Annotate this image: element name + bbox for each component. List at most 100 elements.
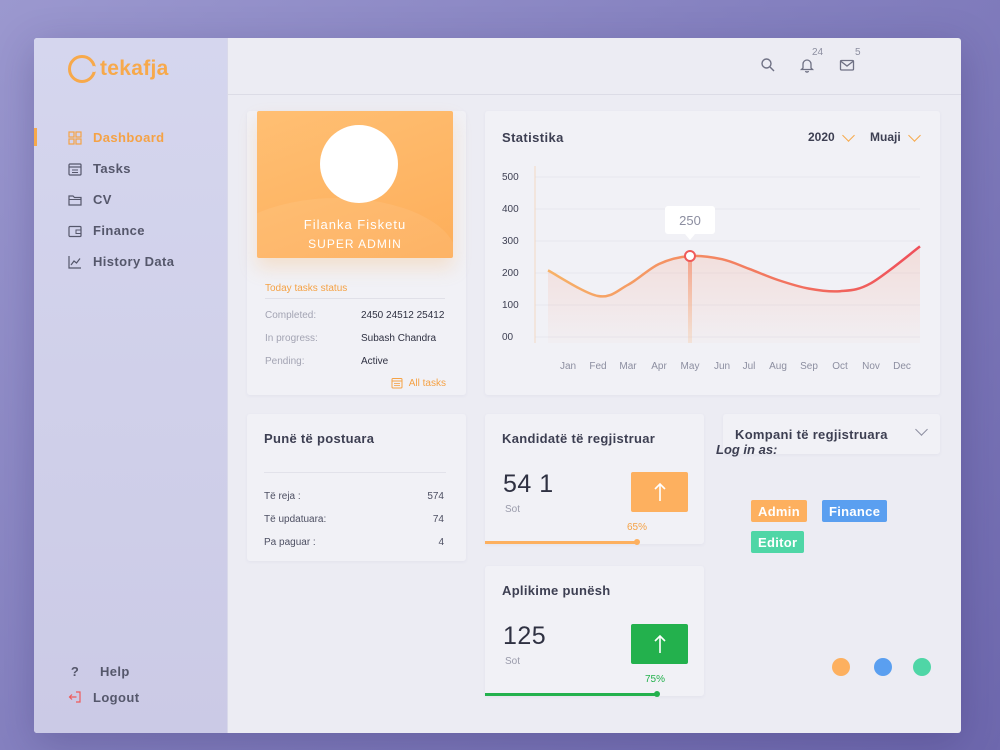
help-icon: ? — [70, 663, 80, 679]
year-select[interactable]: 2020 — [808, 128, 855, 144]
y-tick-label: 00 — [502, 332, 514, 343]
login-finance-button[interactable]: Finance — [822, 500, 888, 522]
chart-series-line — [547, 245, 921, 298]
x-tick-label: Jun — [714, 361, 730, 372]
help-button[interactable]: ? Help — [68, 658, 139, 684]
applications-progress-bar — [485, 693, 657, 696]
posted-row-label: Të updatuara: — [264, 514, 327, 525]
help-label: Help — [100, 663, 130, 679]
applications-percent: 75% — [645, 674, 666, 685]
posted-row-label: Të reja : — [264, 491, 301, 502]
logo-text: tekafja — [100, 57, 169, 80]
posted-jobs-title: Punë të postuara — [264, 431, 375, 446]
tasks-divider — [265, 298, 445, 299]
login-admin-button[interactable]: Admin — [751, 500, 807, 522]
logo[interactable]: tekafja — [68, 55, 169, 83]
x-tick-label: Sep — [800, 361, 818, 372]
login-admin-label: Admin — [758, 503, 800, 519]
posted-row-value: 74 — [432, 514, 444, 525]
tooltip-box — [665, 206, 715, 234]
app-window: tekafja Dashboard Tasks — [34, 38, 961, 733]
theme-dot-blue[interactable] — [874, 658, 892, 676]
period-select[interactable]: Muaji — [870, 128, 921, 144]
posted-row: Të updatuara: 74 — [264, 514, 444, 525]
applications-card: Aplikime punësh 125 Sot 75% — [485, 566, 704, 697]
task-row-value: Active — [361, 356, 389, 367]
candidates-percent: 65% — [627, 522, 648, 533]
sidebar: tekafja Dashboard Tasks — [34, 38, 228, 733]
messages-badge: 5 — [855, 47, 861, 58]
task-row-in-progress: In progress: Subash Chandra — [265, 333, 450, 344]
login-editor-button[interactable]: Editor — [751, 531, 805, 553]
candidates-progress-bar — [485, 541, 637, 544]
task-row-value: 2450 24512 25412 — [361, 310, 445, 321]
chevron-down-icon — [915, 423, 928, 436]
task-row-key: Completed: — [265, 310, 317, 321]
y-tick-label: 500 — [502, 172, 519, 183]
x-tick-label: Oct — [832, 361, 848, 372]
calendar-icon — [391, 378, 403, 389]
posted-row: Të reja : 574 — [264, 491, 444, 502]
logout-icon — [68, 691, 81, 703]
login-finance-label: Finance — [829, 503, 881, 519]
posted-row-label: Pa paguar : — [264, 537, 316, 548]
search-icon[interactable] — [760, 57, 776, 73]
avatar[interactable] — [320, 125, 398, 203]
candidates-progress-handle — [634, 539, 640, 545]
sidebar-item-label: Tasks — [93, 161, 131, 176]
applications-title: Aplikime punësh — [502, 583, 611, 598]
statistics-card: Statistika 2020 Muaji 500 400 300 200 100 00 J… — [485, 111, 940, 395]
logout-button[interactable]: Logout — [68, 684, 139, 710]
sidebar-item-tasks[interactable]: Tasks — [68, 153, 174, 184]
x-tick-label: Dec — [893, 361, 911, 372]
posted-row-value: 574 — [427, 491, 444, 502]
x-tick-label: Jul — [743, 361, 756, 372]
sidebar-item-label: Finance — [93, 223, 145, 238]
chart-area-fill — [548, 246, 920, 343]
applications-progress-handle — [654, 691, 660, 697]
task-row-key: Pending: — [265, 356, 305, 367]
logout-label: Logout — [93, 689, 140, 705]
folder-icon — [68, 194, 82, 206]
sidebar-bottom-nav: ? Help Logout — [68, 658, 139, 710]
highlight-point — [684, 250, 696, 262]
companies-title: Kompani të regjistruara — [735, 427, 888, 442]
sidebar-item-history-data[interactable]: History Data — [68, 246, 174, 277]
y-tick-label: 200 — [502, 268, 519, 279]
statistics-line-chart: 500 400 300 200 100 00 Jan Fed Mar Apr May Jun Jul Au… — [502, 166, 921, 372]
task-row-pending: Pending: Active — [265, 356, 450, 367]
login-as-label: Log in as: — [716, 442, 778, 457]
sidebar-item-label: History Data — [93, 254, 175, 269]
y-tick-label: 100 — [502, 300, 519, 311]
x-tick-label: Jan — [560, 361, 576, 372]
sidebar-item-dashboard[interactable]: Dashboard — [34, 122, 174, 153]
mail-icon[interactable] — [839, 57, 855, 73]
posted-row: Pa paguar : 4 — [264, 537, 444, 548]
theme-dot-green[interactable] — [913, 658, 931, 676]
companies-dropdown[interactable]: Kompani të regjistruara — [723, 414, 940, 454]
profile-card: Filanka Fisketu SUPER ADMIN Today tasks … — [247, 111, 466, 395]
login-editor-label: Editor — [758, 534, 798, 550]
x-tick-label: Nov — [862, 361, 880, 372]
wallet-icon — [68, 225, 82, 237]
bell-icon[interactable] — [799, 57, 815, 73]
theme-dot-orange[interactable] — [832, 658, 850, 676]
applications-trend-button[interactable] — [631, 624, 688, 664]
sidebar-item-finance[interactable]: Finance — [68, 215, 174, 246]
x-tick-label: Aug — [769, 361, 787, 372]
sidebar-item-label: CV — [93, 192, 112, 207]
notifications-badge: 24 — [812, 47, 824, 58]
task-row-completed: Completed: 2450 24512 25412 — [265, 310, 450, 321]
tooltip-value: 250 — [679, 213, 701, 228]
task-row-value: Subash Chandra — [361, 333, 437, 344]
topbar-divider — [228, 94, 961, 95]
candidates-trend-button[interactable] — [631, 472, 688, 512]
sidebar-item-label: Dashboard — [93, 130, 165, 145]
x-tick-label: Fed — [589, 361, 606, 372]
y-tick-label: 300 — [502, 236, 519, 247]
x-tick-label: Apr — [651, 361, 667, 372]
all-tasks-link[interactable]: All tasks — [391, 377, 446, 389]
sidebar-item-cv[interactable]: CV — [68, 184, 174, 215]
arrow-up-icon — [653, 634, 666, 653]
posted-jobs-card: Punë të postuara Të reja : 574 Të updatu… — [247, 414, 466, 561]
